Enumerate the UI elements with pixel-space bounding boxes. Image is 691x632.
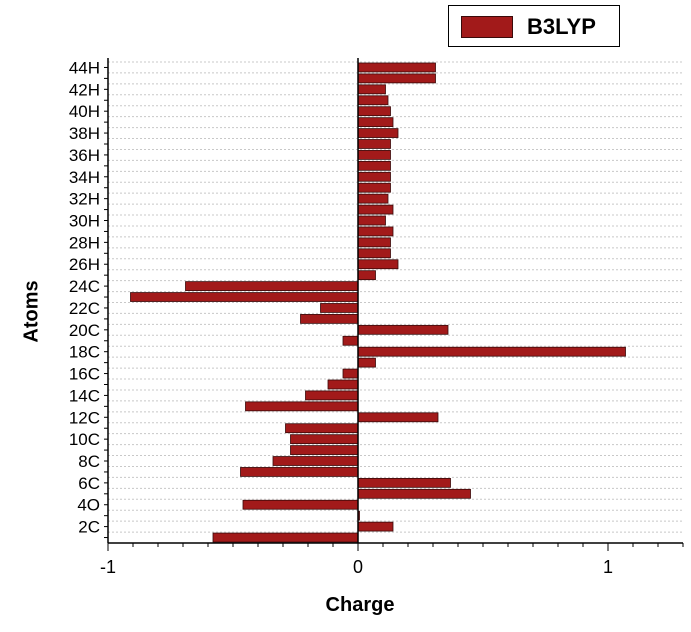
bar-atom-41 bbox=[357, 95, 389, 106]
y-tick-label: 42H bbox=[69, 80, 100, 99]
y-tick-label: 24C bbox=[69, 277, 100, 296]
y-tick-label: 26H bbox=[69, 255, 100, 274]
bar-atom-15 bbox=[327, 379, 359, 390]
bar-atom-44 bbox=[357, 62, 436, 73]
bar-atom-10 bbox=[290, 434, 359, 445]
bar-atom-7 bbox=[240, 467, 359, 477]
bar-atom-25 bbox=[357, 270, 376, 281]
y-tick-label: 30H bbox=[69, 212, 100, 231]
bar-atom-11 bbox=[285, 423, 359, 434]
bar-atom-16 bbox=[342, 368, 359, 379]
x-tick-label: -1 bbox=[100, 557, 116, 577]
legend: B3LYP bbox=[448, 5, 620, 47]
bar-atom-9 bbox=[290, 445, 359, 455]
y-tick-label: 22C bbox=[69, 299, 100, 318]
bar-atom-23 bbox=[130, 292, 359, 302]
x-tick-label: 0 bbox=[353, 557, 363, 577]
bar-atom-42 bbox=[357, 84, 386, 95]
bar-atom-27 bbox=[357, 248, 391, 259]
bar-atom-20 bbox=[357, 324, 449, 335]
y-axis-label: Atoms bbox=[20, 280, 43, 343]
bar-atom-8 bbox=[272, 456, 359, 466]
bar-atom-38 bbox=[357, 128, 399, 138]
y-tick-label: 4O bbox=[77, 496, 100, 515]
y-tick-label: 16C bbox=[69, 365, 100, 384]
y-tick-label: 40H bbox=[69, 102, 100, 121]
y-tick-label: 12C bbox=[69, 408, 100, 427]
legend-label-b3lyp: B3LYP bbox=[527, 14, 596, 39]
y-tick-label: 14C bbox=[69, 386, 100, 405]
bar-atom-39 bbox=[357, 117, 394, 128]
bar-atom-40 bbox=[357, 106, 391, 117]
legend-swatch-b3lyp bbox=[461, 16, 513, 38]
bar-atom-19 bbox=[342, 335, 359, 346]
bar-atom-29 bbox=[357, 226, 394, 237]
bar-atom-28 bbox=[357, 237, 391, 248]
bar-atom-22 bbox=[320, 303, 359, 313]
bar-atom-31 bbox=[357, 204, 394, 215]
bar-atom-1 bbox=[212, 532, 359, 543]
y-tick-label: 6C bbox=[78, 474, 100, 493]
bar-atom-26 bbox=[357, 259, 399, 270]
bar-atom-37 bbox=[357, 139, 391, 149]
bar-atom-33 bbox=[357, 182, 391, 193]
y-tick-label: 34H bbox=[69, 168, 100, 187]
bar-atom-2 bbox=[357, 521, 394, 532]
bar-atom-18 bbox=[357, 346, 626, 357]
bars bbox=[130, 62, 626, 543]
y-tick-label: 20C bbox=[69, 321, 100, 340]
bar-atom-32 bbox=[357, 193, 389, 204]
y-tick-label: 44H bbox=[69, 58, 100, 77]
y-tick-label: 38H bbox=[69, 124, 100, 143]
bar-atom-24 bbox=[185, 281, 359, 291]
bar-atom-35 bbox=[357, 160, 391, 171]
bar-atom-5 bbox=[357, 488, 471, 499]
y-tick-label: 28H bbox=[69, 233, 100, 252]
y-tick-label: 32H bbox=[69, 190, 100, 209]
bar-atom-30 bbox=[357, 215, 386, 226]
y-tick-label: 10C bbox=[69, 430, 100, 449]
y-tick-label: 8C bbox=[78, 452, 100, 471]
bar-atom-43 bbox=[357, 73, 436, 84]
bar-atom-12 bbox=[357, 412, 439, 423]
y-tick-label: 36H bbox=[69, 146, 100, 165]
bar-atom-21 bbox=[300, 314, 359, 324]
bar-atom-14 bbox=[305, 390, 359, 401]
bar-atom-34 bbox=[357, 171, 391, 182]
x-axis-label: Charge bbox=[325, 594, 395, 616]
bar-atom-17 bbox=[357, 357, 376, 368]
x-tick-label: 1 bbox=[603, 557, 613, 577]
y-tick-label: 18C bbox=[69, 343, 100, 362]
bar-atom-6 bbox=[357, 477, 451, 488]
bar-atom-36 bbox=[357, 150, 391, 160]
bar-atom-4 bbox=[242, 499, 359, 510]
axes: 2C 4O 6C 8C 10C 12C 14C 16C 18C 20C 22C 24C 26H 28H 30… bbox=[69, 58, 684, 577]
bar-atom-13 bbox=[245, 401, 359, 412]
y-tick-label: 2C bbox=[78, 518, 100, 537]
